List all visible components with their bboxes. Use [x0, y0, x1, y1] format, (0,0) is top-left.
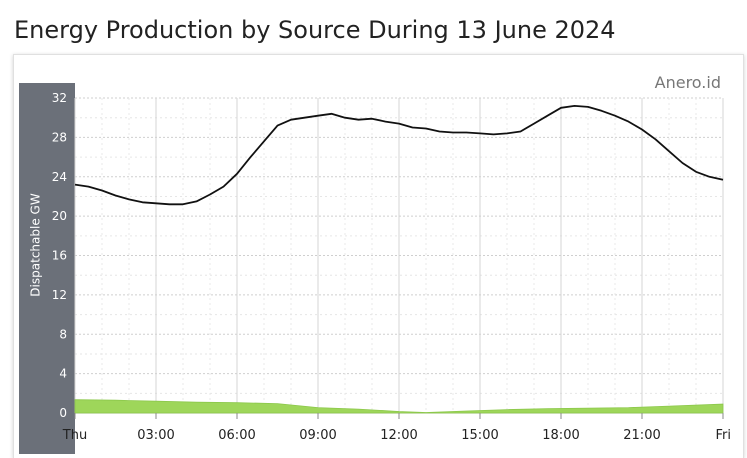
chart-card: Dispatchable GW 0 4 8 12 16 20 24 28 32 Thu 03:00… — [13, 54, 744, 458]
x-tick-label: 03:00 — [137, 428, 174, 443]
y-axis-label: Dispatchable GW — [29, 193, 43, 297]
y-tick-label: 20 — [52, 209, 67, 223]
y-ticks: 0 4 8 12 16 20 24 28 32 — [52, 91, 67, 420]
y-tick-label: 4 — [59, 367, 67, 381]
x-tick-label: 15:00 — [461, 428, 498, 443]
y-tick-label: 12 — [52, 288, 67, 302]
x-tick-label: 12:00 — [380, 428, 417, 443]
renewable-area — [74, 399, 724, 414]
y-tick-label: 0 — [59, 406, 67, 420]
chart: Dispatchable GW 0 4 8 12 16 20 24 28 32 Thu 03:00… — [19, 83, 731, 454]
x-tick-label: 18:00 — [542, 428, 579, 443]
dispatchable-line — [74, 105, 724, 206]
grid — [74, 97, 724, 414]
x-tick-label: Fri — [716, 428, 732, 443]
page-title: Energy Production by Source During 13 Ju… — [14, 16, 616, 44]
y-tick-label: 32 — [52, 91, 67, 105]
y-tick-label: 8 — [59, 327, 67, 341]
y-tick-label: 28 — [52, 130, 67, 144]
x-tick-label: 06:00 — [218, 428, 255, 443]
line-series — [74, 105, 724, 206]
y-axis-band — [19, 83, 75, 454]
x-tick-label: 21:00 — [623, 428, 660, 443]
x-tick-label: Thu — [62, 428, 87, 443]
y-tick-label: 24 — [52, 170, 67, 184]
y-tick-label: 16 — [52, 249, 67, 263]
x-tick-label: 09:00 — [299, 428, 336, 443]
area-series — [74, 399, 724, 414]
x-ticks: Thu 03:00 06:00 09:00 12:00 15:00 18:00 21:00 Fr… — [62, 413, 731, 443]
watermark: Anero.id — [654, 73, 721, 92]
